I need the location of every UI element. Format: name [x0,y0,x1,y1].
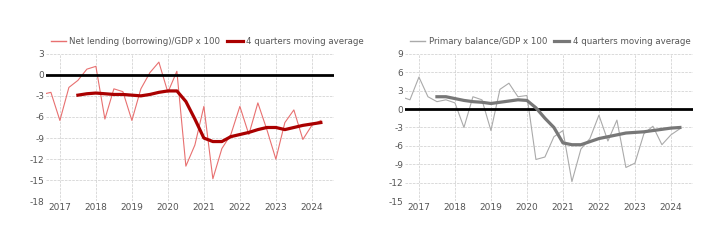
Legend: Primary balance/GDP x 100, 4 quarters moving average: Primary balance/GDP x 100, 4 quarters mo… [410,37,690,46]
Legend: Net lending (borrowing)/GDP x 100, 4 quarters moving average: Net lending (borrowing)/GDP x 100, 4 qua… [50,37,364,46]
